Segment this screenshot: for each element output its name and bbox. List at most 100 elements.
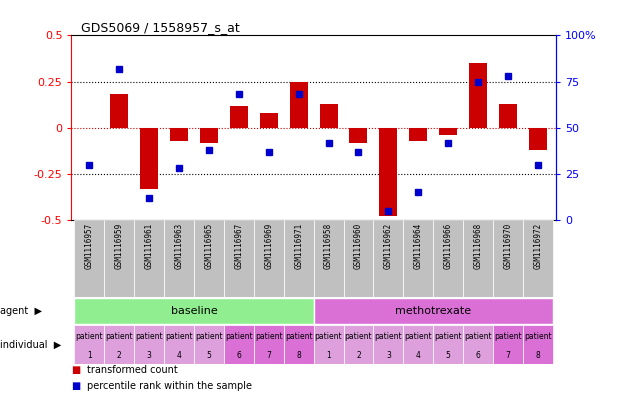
Text: patient: patient — [195, 332, 223, 341]
Bar — [463, 220, 493, 297]
Text: 1: 1 — [87, 351, 92, 360]
Bar — [343, 220, 373, 297]
Bar — [379, 128, 397, 217]
Bar — [194, 325, 224, 364]
Text: 4: 4 — [416, 351, 420, 360]
Bar — [104, 220, 134, 297]
Bar — [134, 220, 164, 297]
Text: patient: patient — [76, 332, 103, 341]
Bar — [373, 220, 403, 297]
Text: ■: ■ — [71, 365, 81, 375]
Text: 4: 4 — [176, 351, 181, 360]
Text: GSM1116965: GSM1116965 — [204, 222, 214, 269]
Text: percentile rank within the sample: percentile rank within the sample — [87, 381, 252, 391]
Text: 5: 5 — [446, 351, 451, 360]
Bar — [529, 128, 547, 150]
Text: GSM1116964: GSM1116964 — [414, 222, 423, 269]
Text: GSM1116958: GSM1116958 — [324, 222, 333, 269]
Text: 8: 8 — [296, 351, 301, 360]
Text: patient: patient — [135, 332, 163, 341]
Text: patient: patient — [345, 332, 372, 341]
Bar — [314, 298, 553, 324]
Bar — [343, 325, 373, 364]
Bar — [403, 325, 433, 364]
Bar — [164, 325, 194, 364]
Bar — [254, 220, 284, 297]
Bar — [75, 220, 104, 297]
Text: 8: 8 — [535, 351, 540, 360]
Bar — [111, 94, 128, 128]
Bar — [224, 325, 254, 364]
Text: GSM1116970: GSM1116970 — [504, 222, 512, 269]
Bar — [523, 220, 553, 297]
Text: GDS5069 / 1558957_s_at: GDS5069 / 1558957_s_at — [81, 21, 240, 34]
Bar — [224, 220, 254, 297]
Text: GSM1116967: GSM1116967 — [234, 222, 243, 269]
Text: GSM1116972: GSM1116972 — [533, 222, 542, 269]
Bar — [230, 106, 248, 128]
Text: patient: patient — [315, 332, 342, 341]
Text: GSM1116960: GSM1116960 — [354, 222, 363, 269]
Bar — [284, 220, 314, 297]
Bar — [314, 325, 343, 364]
Bar — [260, 113, 278, 128]
Text: methotrexate: methotrexate — [395, 306, 471, 316]
Bar — [284, 325, 314, 364]
Bar — [463, 325, 493, 364]
Bar — [433, 325, 463, 364]
Bar — [134, 325, 164, 364]
Bar — [409, 128, 427, 141]
Bar — [493, 220, 523, 297]
Text: patient: patient — [106, 332, 133, 341]
Text: 3: 3 — [386, 351, 391, 360]
Text: baseline: baseline — [171, 306, 217, 316]
Text: patient: patient — [434, 332, 462, 341]
Bar — [469, 63, 487, 128]
Text: GSM1116971: GSM1116971 — [294, 222, 303, 269]
Bar — [140, 128, 158, 189]
Bar — [75, 298, 314, 324]
Bar — [289, 82, 307, 128]
Bar — [439, 128, 457, 135]
Bar — [200, 128, 218, 143]
Text: transformed count: transformed count — [87, 365, 178, 375]
Text: patient: patient — [465, 332, 492, 341]
Bar — [254, 325, 284, 364]
Bar — [170, 128, 188, 141]
Text: GSM1116963: GSM1116963 — [175, 222, 184, 269]
Text: 2: 2 — [117, 351, 122, 360]
Text: 3: 3 — [147, 351, 152, 360]
Text: 6: 6 — [476, 351, 481, 360]
Text: patient: patient — [524, 332, 551, 341]
Text: patient: patient — [255, 332, 283, 341]
Text: GSM1116959: GSM1116959 — [115, 222, 124, 269]
Text: GSM1116966: GSM1116966 — [443, 222, 453, 269]
Bar — [373, 325, 403, 364]
Text: GSM1116962: GSM1116962 — [384, 222, 393, 269]
Bar — [320, 104, 338, 128]
Bar — [403, 220, 433, 297]
Text: patient: patient — [374, 332, 402, 341]
Bar — [194, 220, 224, 297]
Bar — [75, 325, 104, 364]
Bar — [499, 104, 517, 128]
Text: individual  ▶: individual ▶ — [0, 339, 61, 349]
Text: 5: 5 — [207, 351, 211, 360]
Text: GSM1116957: GSM1116957 — [85, 222, 94, 269]
Bar — [314, 220, 343, 297]
Text: patient: patient — [285, 332, 312, 341]
Text: 2: 2 — [356, 351, 361, 360]
Text: 6: 6 — [237, 351, 242, 360]
Text: patient: patient — [165, 332, 193, 341]
Text: patient: patient — [404, 332, 432, 341]
Text: agent  ▶: agent ▶ — [0, 306, 42, 316]
Text: GSM1116969: GSM1116969 — [265, 222, 273, 269]
Bar — [350, 128, 368, 143]
Text: ■: ■ — [71, 381, 81, 391]
Text: patient: patient — [225, 332, 253, 341]
Bar — [493, 325, 523, 364]
Text: patient: patient — [494, 332, 522, 341]
Text: GSM1116968: GSM1116968 — [474, 222, 483, 269]
Text: 7: 7 — [505, 351, 510, 360]
Bar — [104, 325, 134, 364]
